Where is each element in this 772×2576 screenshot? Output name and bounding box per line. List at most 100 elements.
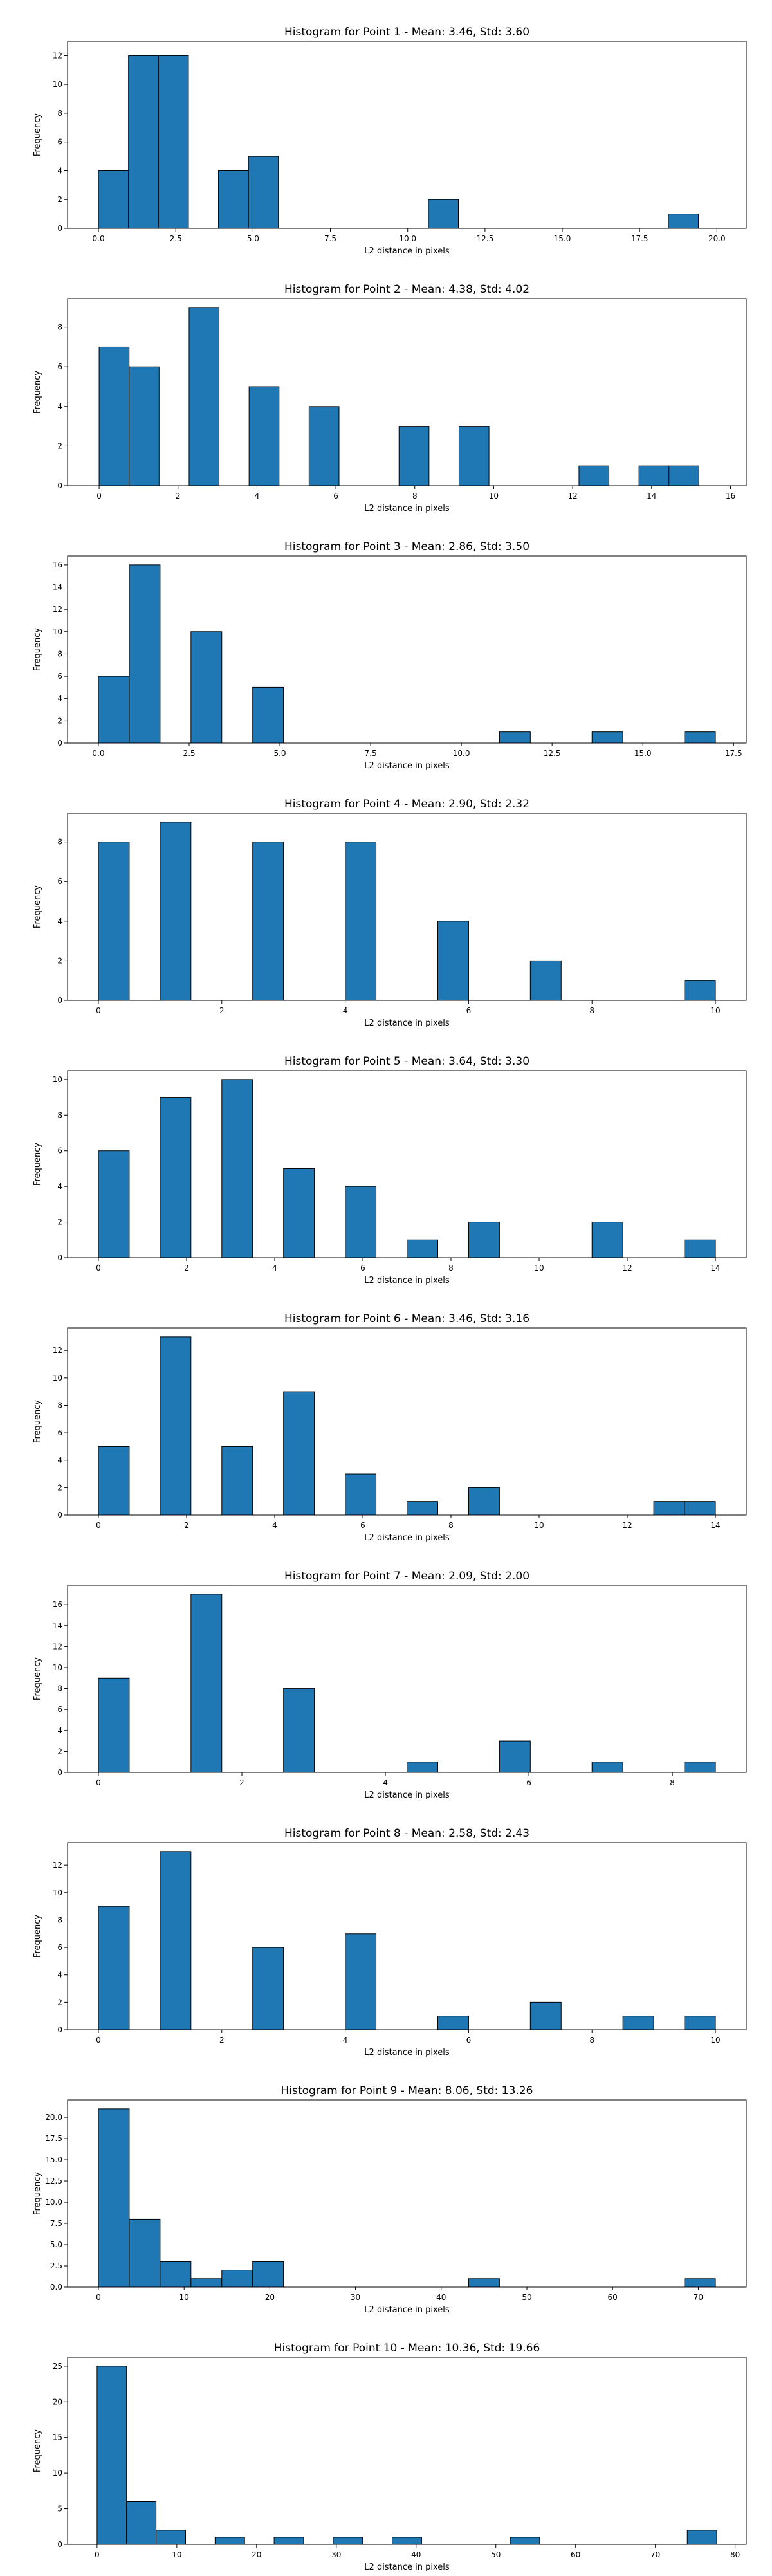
y-tick-label: 2 bbox=[57, 1483, 62, 1492]
x-tick-label: 16 bbox=[726, 492, 735, 501]
chart-title: Histogram for Point 5 - Mean: 3.64, Std:… bbox=[284, 1055, 529, 1068]
y-tick-label: 16 bbox=[53, 1600, 62, 1609]
x-tick-label: 8 bbox=[589, 2036, 594, 2045]
histogram-bar bbox=[684, 1501, 716, 1516]
axes-frame bbox=[67, 41, 747, 229]
histogram-bar bbox=[684, 1762, 716, 1773]
y-tick-label: 10.0 bbox=[45, 2198, 62, 2207]
chart-title: Histogram for Point 1 - Mean: 3.46, Std:… bbox=[284, 26, 529, 39]
y-tick-label: 25 bbox=[53, 2362, 62, 2371]
x-axis-label: L2 distance in pixels bbox=[364, 504, 450, 513]
x-tick-label: 0 bbox=[96, 1264, 101, 1273]
histogram-bar bbox=[345, 842, 377, 1001]
histogram-bar bbox=[668, 214, 699, 229]
histogram-bar bbox=[622, 2016, 654, 2030]
chart-title: Histogram for Point 9 - Mean: 8.06, Std:… bbox=[281, 2084, 533, 2097]
y-tick-label: 0 bbox=[57, 224, 62, 233]
chart-title: Histogram for Point 7 - Mean: 2.09, Std:… bbox=[284, 1570, 529, 1583]
histogram-bar bbox=[468, 1222, 500, 1258]
x-tick-label: 20 bbox=[265, 2293, 275, 2302]
y-axis-label: Frequency bbox=[33, 1915, 42, 1958]
y-tick-label: 6 bbox=[57, 1943, 62, 1952]
y-tick-label: 6 bbox=[57, 1146, 62, 1155]
y-tick-label: 8 bbox=[57, 323, 62, 332]
x-tick-label: 8 bbox=[448, 1521, 454, 1530]
y-tick-label: 4 bbox=[57, 1456, 62, 1465]
x-tick-label: 20.0 bbox=[708, 234, 726, 243]
y-tick-label: 10 bbox=[53, 1075, 62, 1084]
histogram-panel: Histogram for Point 5 - Mean: 3.64, Std:… bbox=[33, 1055, 747, 1285]
histogram-panel: Histogram for Point 2 - Mean: 4.38, Std:… bbox=[33, 283, 747, 513]
x-tick-label: 10 bbox=[172, 2550, 181, 2559]
histogram-bar bbox=[529, 960, 562, 1001]
chart-title: Histogram for Point 3 - Mean: 2.86, Std:… bbox=[284, 540, 529, 553]
x-tick-label: 7.5 bbox=[324, 234, 336, 243]
x-tick-label: 6 bbox=[466, 1006, 472, 1015]
y-tick-label: 6 bbox=[57, 1705, 62, 1714]
y-axis-label: Frequency bbox=[33, 2429, 42, 2472]
x-tick-label: 12 bbox=[622, 1521, 632, 1530]
x-tick-label: 17.5 bbox=[631, 234, 648, 243]
x-tick-label: 4 bbox=[272, 1264, 277, 1273]
x-tick-label: 8 bbox=[412, 492, 418, 501]
histogram-bar bbox=[252, 1947, 284, 2030]
histogram-bar bbox=[510, 2537, 540, 2545]
y-tick-label: 6 bbox=[57, 362, 62, 371]
histogram-bar bbox=[190, 631, 223, 744]
y-tick-label: 0 bbox=[57, 996, 62, 1005]
x-tick-label: 30 bbox=[331, 2550, 341, 2559]
x-axis-label: L2 distance in pixels bbox=[364, 1533, 450, 1543]
x-tick-label: 10 bbox=[710, 1006, 720, 1015]
histogram-bar bbox=[98, 1906, 130, 2030]
y-tick-label: 2.5 bbox=[50, 2261, 62, 2270]
x-tick-label: 2 bbox=[239, 1778, 244, 1787]
y-tick-label: 0 bbox=[57, 739, 62, 748]
y-tick-label: 6 bbox=[57, 672, 62, 681]
y-tick-label: 16 bbox=[53, 560, 62, 569]
x-tick-label: 4 bbox=[272, 1521, 277, 1530]
axes-frame bbox=[67, 1327, 747, 1516]
y-tick-label: 2 bbox=[57, 195, 62, 204]
x-tick-label: 17.5 bbox=[725, 749, 742, 758]
histogram-bar bbox=[221, 1079, 253, 1258]
x-tick-label: 10 bbox=[489, 492, 499, 501]
y-tick-label: 10 bbox=[53, 1374, 62, 1383]
histogram-bar bbox=[458, 426, 490, 486]
histogram-bar bbox=[308, 406, 340, 486]
x-tick-label: 6 bbox=[466, 2036, 472, 2045]
y-tick-label: 6 bbox=[57, 1428, 62, 1437]
y-tick-label: 2 bbox=[57, 716, 62, 725]
histogram-bar bbox=[437, 921, 469, 1001]
y-tick-label: 6 bbox=[57, 877, 62, 886]
y-tick-label: 8 bbox=[57, 838, 62, 847]
y-tick-label: 12 bbox=[53, 1642, 62, 1651]
histogram-bar bbox=[160, 2261, 192, 2288]
y-tick-label: 2 bbox=[57, 1218, 62, 1227]
histogram-bar bbox=[668, 465, 699, 486]
histogram-panel: Histogram for Point 7 - Mean: 2.09, Std:… bbox=[33, 1570, 747, 1800]
y-tick-label: 8 bbox=[57, 1401, 62, 1410]
histogram-bar bbox=[160, 1336, 192, 1516]
histogram-bar bbox=[218, 170, 249, 229]
y-tick-label: 4 bbox=[57, 694, 62, 703]
x-axis-label: L2 distance in pixels bbox=[364, 1276, 450, 1285]
histogram-bar bbox=[248, 156, 279, 229]
y-tick-label: 2 bbox=[57, 441, 62, 450]
x-tick-label: 12 bbox=[567, 492, 577, 501]
y-axis-label: Frequency bbox=[33, 1400, 42, 1443]
histogram-bar bbox=[252, 842, 284, 1001]
histogram-bar bbox=[499, 1740, 531, 1773]
x-tick-label: 60 bbox=[571, 2550, 580, 2559]
x-tick-label: 0.0 bbox=[93, 234, 105, 243]
x-tick-label: 14 bbox=[647, 492, 656, 501]
histogram-bar bbox=[468, 1487, 500, 1516]
x-tick-label: 4 bbox=[383, 1778, 388, 1787]
axes-frame bbox=[67, 555, 747, 744]
chart-title: Histogram for Point 2 - Mean: 4.38, Std:… bbox=[284, 283, 529, 296]
x-tick-label: 6 bbox=[360, 1521, 365, 1530]
x-tick-label: 0 bbox=[96, 2036, 101, 2045]
histogram-bar bbox=[333, 2537, 363, 2545]
x-tick-label: 0 bbox=[96, 492, 102, 501]
histogram-bar bbox=[345, 1473, 377, 1516]
